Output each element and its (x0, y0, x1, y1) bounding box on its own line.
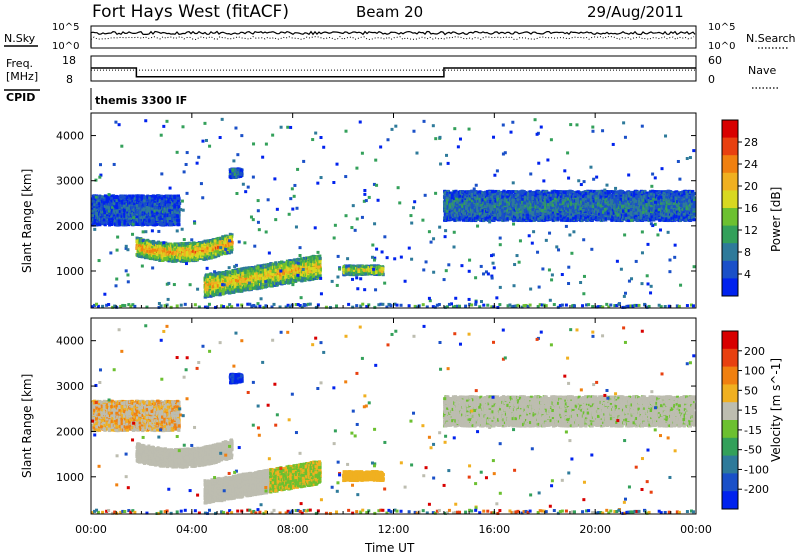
station-title: Fort Hays West (fitACF) (92, 2, 289, 22)
freq-label: Freq. (6, 57, 33, 70)
cpid-value: themis 3300 IF (95, 94, 187, 107)
freq-right-tick-low: 0 (708, 73, 715, 86)
scatter-cell (176, 219, 179, 222)
noise-panel: N.Sky 10^5 10^0 10^5 10^0 N.Search (4, 22, 796, 52)
date-label: 29/Aug/2011 (587, 3, 684, 21)
freq-right-tick-high: 60 (708, 54, 722, 67)
scatter-cell (110, 203, 113, 206)
noise-right-tick-high: 10^5 (708, 22, 735, 33)
scatter-cell (118, 219, 121, 222)
freq-panel: Freq. [MHz] 18 8 60 0 Nave (6, 54, 780, 88)
noise-trace (91, 32, 695, 48)
noise-left-tick-low: 10^0 (52, 41, 79, 52)
scatter-cell (176, 223, 179, 226)
scatter-cell (98, 223, 101, 226)
scatter-cell (141, 222, 144, 225)
scatter-cell (156, 223, 159, 226)
noise-right-tick-low: 10^0 (708, 41, 735, 52)
scatter-cell (173, 195, 176, 198)
noise-search-line (91, 37, 694, 40)
power-scatter (91, 118, 696, 309)
scatter-cell (151, 219, 154, 222)
freq-trace (91, 68, 696, 77)
freq-left-tick-low: 8 (66, 73, 73, 86)
scatter-cell (103, 201, 106, 204)
scatter-cell (143, 199, 146, 202)
scatter-cell (115, 195, 118, 198)
scatter-cell (110, 223, 113, 226)
noise-sky-line (91, 32, 695, 48)
nave-label: Nave (748, 64, 776, 77)
noise-sky-label: N.Sky (4, 32, 36, 45)
scatter-cell (168, 217, 171, 220)
noise-search-label: N.Search (746, 32, 796, 45)
scatter-cell (168, 222, 171, 225)
scatter-cell (123, 196, 126, 199)
beam-label: Beam 20 (356, 3, 423, 21)
freq-left-tick-high: 18 (62, 54, 76, 67)
scatter-cell (151, 211, 154, 214)
cpid-label: CPID (6, 91, 35, 104)
noise-left-tick-high: 10^5 (52, 22, 79, 33)
frequency-line (91, 68, 696, 77)
freq-unit-label: [MHz] (6, 70, 38, 83)
scatter-cell (145, 210, 148, 213)
